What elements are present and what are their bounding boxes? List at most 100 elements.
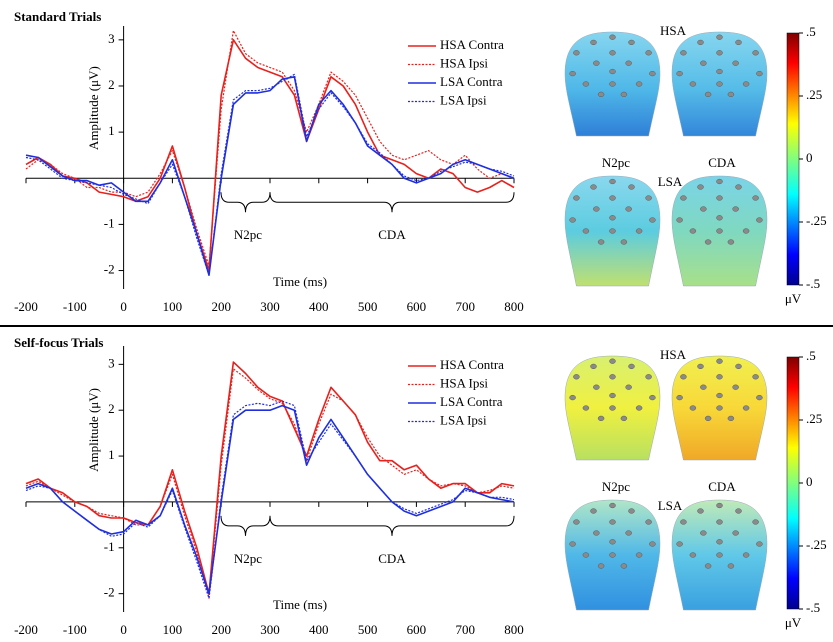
bracket — [221, 516, 270, 536]
x-tick-label: 500 — [358, 622, 378, 637]
electrode — [700, 61, 706, 66]
electrode — [717, 82, 723, 87]
electrode — [610, 35, 616, 40]
electrode — [680, 520, 686, 525]
electrode — [629, 509, 635, 514]
x-tick-label: 700 — [455, 299, 475, 314]
electrode — [677, 395, 683, 400]
electrode — [690, 82, 696, 87]
x-tick-label: 400 — [309, 299, 329, 314]
electrode — [646, 196, 652, 201]
electrode — [591, 185, 597, 190]
electrode — [649, 71, 655, 76]
electrode — [646, 520, 652, 525]
electrode — [610, 503, 616, 508]
electrode — [733, 61, 739, 66]
electrode — [698, 185, 704, 190]
electrode — [626, 531, 632, 536]
electrode — [705, 416, 711, 421]
electrode — [717, 539, 723, 544]
electrode — [570, 71, 576, 76]
electrode — [649, 218, 655, 223]
legend-label: LSA Contra — [440, 74, 503, 89]
electrode — [610, 82, 616, 87]
electrode — [717, 50, 723, 55]
x-tick-label: 800 — [504, 622, 524, 637]
legend-label: HSA Contra — [440, 357, 504, 372]
electrode — [690, 553, 696, 558]
electrode — [743, 406, 749, 411]
electrode — [621, 416, 627, 421]
colorbar-tick-label: .5 — [806, 348, 816, 363]
y-tick-label: -1 — [104, 215, 115, 230]
map-label: LSA — [658, 174, 683, 189]
electrode — [717, 179, 723, 184]
electrode — [621, 92, 627, 97]
electrode — [677, 71, 683, 76]
x-tick-label: -100 — [63, 299, 87, 314]
legend-label: LSA Contra — [440, 394, 503, 409]
legend-label: HSA Contra — [440, 37, 504, 52]
legend-label: LSA Ipsi — [440, 412, 487, 427]
electrode — [636, 553, 642, 558]
annotation: CDA — [378, 551, 406, 566]
map-label: HSA — [660, 23, 687, 38]
electrode — [598, 416, 604, 421]
electrode — [573, 374, 579, 379]
colorbar-unit: μV — [785, 291, 802, 306]
colorbar — [787, 357, 799, 609]
electrode — [736, 509, 742, 514]
electrode — [591, 40, 597, 45]
x-tick-label: 600 — [407, 622, 427, 637]
electrode — [583, 406, 589, 411]
electrode — [610, 520, 616, 525]
electrode — [573, 50, 579, 55]
electrode — [733, 207, 739, 212]
electrode — [717, 359, 723, 364]
y-tick-label: 3 — [108, 355, 115, 370]
electrode — [570, 395, 576, 400]
electrode — [610, 69, 616, 74]
x-tick-label: 200 — [211, 299, 231, 314]
map-label: N2pc — [602, 479, 630, 494]
x-tick-label: -200 — [14, 622, 38, 637]
x-tick-label: -200 — [14, 299, 38, 314]
legend-label: HSA Ipsi — [440, 375, 488, 390]
electrode — [717, 374, 723, 379]
electrode — [717, 503, 723, 508]
electrode — [717, 520, 723, 525]
electrode — [646, 374, 652, 379]
electrode — [717, 196, 723, 201]
colorbar — [787, 33, 799, 285]
electrode — [753, 50, 759, 55]
colorbar-tick-label: 0 — [806, 150, 813, 165]
electrode — [610, 50, 616, 55]
electrode — [583, 82, 589, 87]
electrode — [629, 185, 635, 190]
electrode — [753, 196, 759, 201]
annotation: N2pc — [234, 227, 262, 242]
electrode — [593, 531, 599, 536]
figure: Standard Trials-2-1123-200-1000100200300… — [0, 0, 833, 642]
colorbar-tick-label: -.25 — [806, 213, 827, 228]
x-tick-label: 300 — [260, 622, 280, 637]
x-tick-label: 400 — [309, 622, 329, 637]
electrode — [717, 406, 723, 411]
electrode — [736, 185, 742, 190]
bracket — [270, 516, 514, 536]
colorbar-tick-label: .5 — [806, 24, 816, 39]
x-tick-label: 0 — [120, 622, 127, 637]
y-tick-label: -2 — [104, 585, 115, 600]
electrode — [610, 553, 616, 558]
electrode — [743, 553, 749, 558]
electrode — [610, 179, 616, 184]
colorbar-tick-label: -.5 — [806, 276, 820, 291]
electrode — [591, 364, 597, 369]
electrode — [610, 539, 616, 544]
electrode — [593, 207, 599, 212]
legend-label: HSA Ipsi — [440, 55, 488, 70]
electrode — [705, 92, 711, 97]
colorbar-tick-label: .25 — [806, 87, 822, 102]
electrode — [736, 364, 742, 369]
electrode — [743, 229, 749, 234]
